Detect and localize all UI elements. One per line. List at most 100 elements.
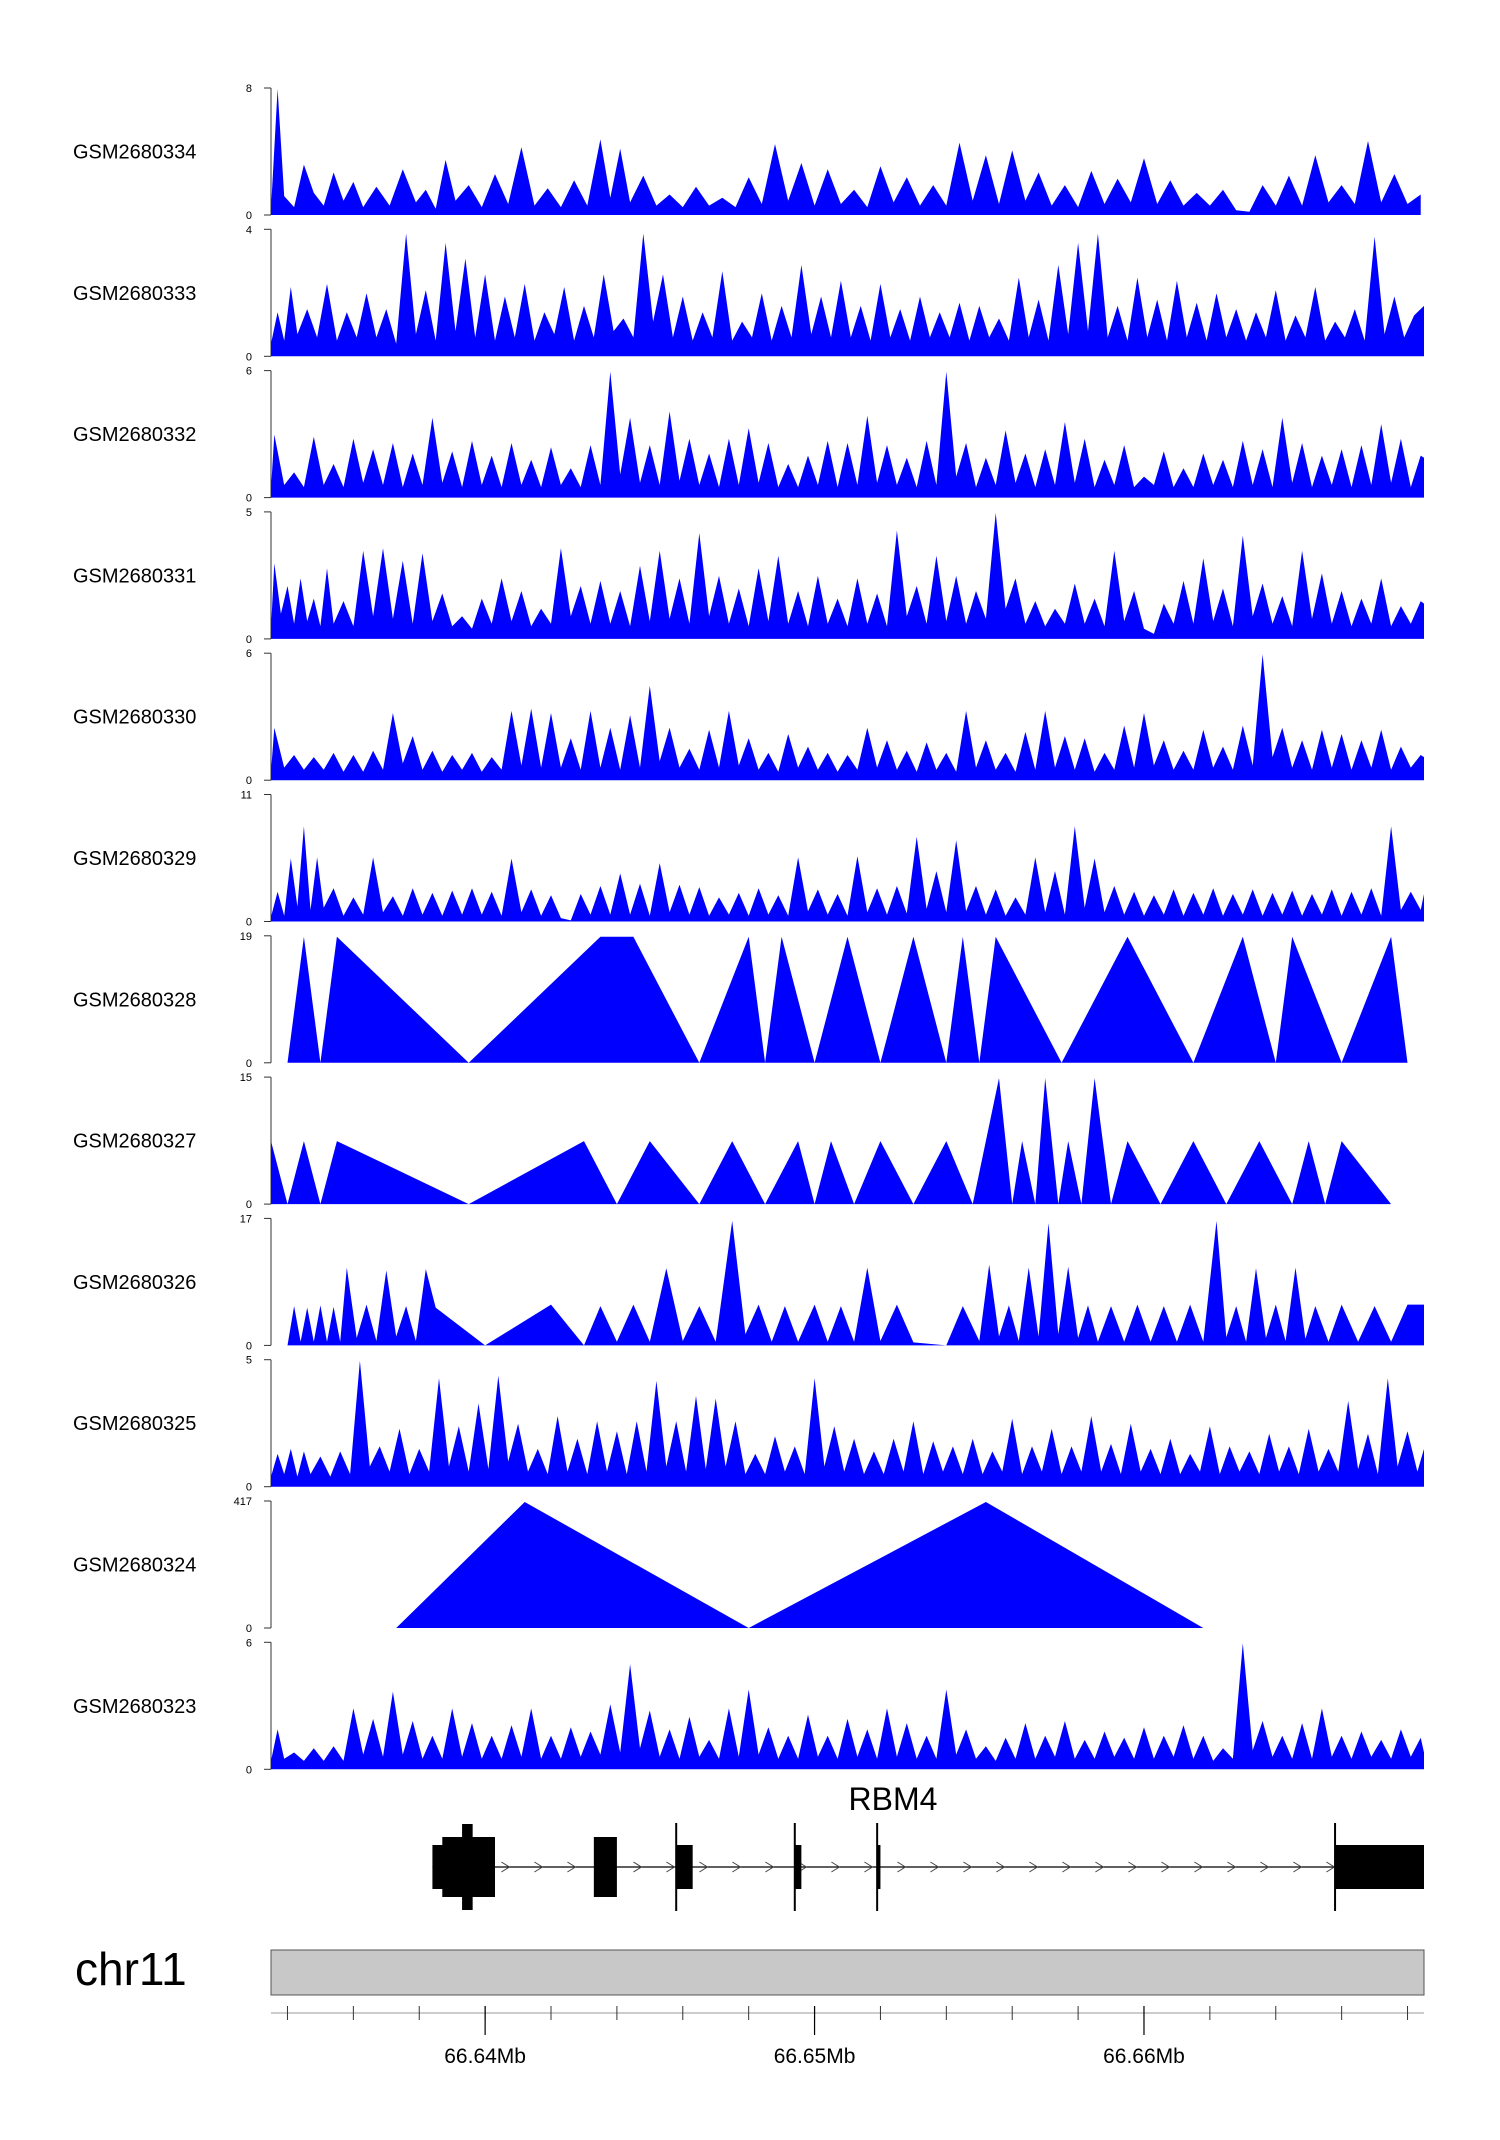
- track-label: GSM2680331: [73, 565, 196, 587]
- track-y-max-label: 417: [234, 1496, 252, 1508]
- strand-arrow: [567, 1861, 577, 1873]
- track-label: GSM2680326: [73, 1272, 196, 1294]
- track-y-max-label: 11: [241, 790, 252, 802]
- strand-arrow: [897, 1861, 907, 1873]
- strand-arrow: [1161, 1861, 1171, 1873]
- strand-arrow: [732, 1861, 742, 1873]
- track-y-min-label: 0: [246, 493, 252, 505]
- track-label: GSM2680329: [73, 848, 196, 870]
- track-gsm2680330: GSM2680330 6 0: [73, 648, 1424, 787]
- track-y-max-label: 4: [246, 224, 252, 236]
- coverage-area: [271, 826, 1424, 922]
- track-gsm2680334: GSM2680334 8 0: [73, 83, 1421, 222]
- strand-arrow: [1128, 1861, 1138, 1873]
- chromosome-track: chr11: [75, 1943, 1425, 1996]
- coverage-area: [287, 936, 1408, 1063]
- track-label: GSM2680324: [73, 1555, 196, 1577]
- coverage-area: [271, 1078, 1392, 1205]
- strand-arrow: [633, 1861, 643, 1873]
- strand-arrow: [864, 1861, 874, 1873]
- track-label: GSM2680333: [73, 283, 196, 305]
- strand-arrow: [699, 1861, 709, 1873]
- strand-arrow: [930, 1861, 940, 1873]
- track-y-min-label: 0: [246, 1340, 252, 1352]
- exon-utr: [1335, 1845, 1424, 1889]
- data-tracks: GSM268033480GSM268033340GSM268033260GSM2…: [73, 83, 1424, 1776]
- track-y-max-label: 5: [246, 507, 252, 519]
- track-y-min-label: 0: [246, 1058, 252, 1070]
- coverage-area: [271, 1643, 1424, 1770]
- track-gsm2680328: GSM2680328 19 0: [73, 931, 1408, 1070]
- track-gsm2680331: GSM2680331 5 0: [73, 507, 1424, 646]
- gene-track: RBM4: [432, 1781, 1424, 1911]
- track-y-max-label: 6: [246, 648, 252, 660]
- track-label: GSM2680330: [73, 707, 196, 729]
- strand-arrow: [765, 1861, 775, 1873]
- genome-axis: 66.64Mb 66.65Mb 66.66Mb: [271, 2006, 1424, 2068]
- track-gsm2680326: GSM2680326 17 0: [73, 1213, 1424, 1352]
- track-y-min-label: 0: [246, 351, 252, 363]
- strand-arrow: [1293, 1861, 1303, 1873]
- axis-tick-label: 66.66Mb: [1103, 2045, 1185, 2068]
- strand-arrow: [963, 1861, 973, 1873]
- track-gsm2680323: GSM2680323 6 0: [73, 1637, 1424, 1776]
- strand-arrow: [1062, 1861, 1072, 1873]
- coverage-area: [271, 233, 1424, 357]
- coverage-area: [287, 1220, 1424, 1346]
- track-y-max-label: 5: [246, 1355, 252, 1367]
- track-y-min-label: 0: [246, 1764, 252, 1776]
- track-label: GSM2680328: [73, 989, 196, 1011]
- coverage-area: [271, 1360, 1424, 1487]
- strand-arrow: [1095, 1861, 1105, 1873]
- strand-arrow: [831, 1861, 841, 1873]
- track-gsm2680329: GSM2680329 11 0: [73, 790, 1424, 929]
- coverage-area: [271, 89, 1421, 215]
- track-y-max-label: 6: [246, 1637, 252, 1649]
- exon-utr: [676, 1845, 693, 1889]
- chromosome-ideogram: [270, 1949, 1425, 1996]
- track-y-min-label: 0: [246, 634, 252, 646]
- axis-tick-label: 66.64Mb: [444, 2045, 526, 2068]
- exon-cds: [593, 1837, 617, 1897]
- exon-utr: [794, 1845, 802, 1889]
- strand-arrow: [1029, 1861, 1039, 1873]
- strand-arrow: [666, 1861, 676, 1873]
- coverage-area: [271, 512, 1424, 639]
- strand-arrow: [501, 1861, 511, 1873]
- track-y-min-label: 0: [246, 917, 252, 929]
- exon-cds: [462, 1824, 473, 1910]
- axis-tick-label: 66.65Mb: [774, 2045, 856, 2068]
- track-label: GSM2680325: [73, 1413, 196, 1435]
- track-y-min-label: 0: [246, 210, 252, 222]
- track-gsm2680333: GSM2680333 4 0: [73, 224, 1424, 363]
- strand-arrow: [1194, 1861, 1204, 1873]
- track-y-max-label: 17: [240, 1213, 252, 1225]
- exon-utr: [877, 1845, 881, 1889]
- track-gsm2680332: GSM2680332 6 0: [73, 366, 1424, 505]
- strand-arrow: [1227, 1861, 1237, 1873]
- track-label: GSM2680327: [73, 1131, 196, 1153]
- strand-arrow: [996, 1861, 1006, 1873]
- track-y-max-label: 19: [240, 931, 252, 943]
- track-y-max-label: 15: [240, 1072, 252, 1084]
- coverage-area: [271, 371, 1424, 498]
- track-y-min-label: 0: [246, 1623, 252, 1635]
- chromosome-label: chr11: [75, 1943, 187, 1995]
- coverage-area: [396, 1502, 1204, 1628]
- track-y-min-label: 0: [246, 1199, 252, 1211]
- track-y-max-label: 8: [246, 83, 252, 95]
- track-y-min-label: 0: [246, 1482, 252, 1494]
- track-y-max-label: 6: [246, 366, 252, 378]
- track-label: GSM2680323: [73, 1696, 196, 1718]
- track-gsm2680327: GSM2680327 15 0: [73, 1072, 1392, 1211]
- track-label: GSM2680334: [73, 142, 196, 164]
- track-gsm2680325: GSM2680325 5 0: [73, 1355, 1424, 1494]
- coverage-area: [271, 654, 1424, 781]
- track-gsm2680324: GSM2680324 417 0: [73, 1496, 1204, 1635]
- gene-label-rbm4: RBM4: [849, 1781, 938, 1817]
- track-y-min-label: 0: [246, 775, 252, 787]
- strand-arrow: [534, 1861, 544, 1873]
- strand-arrow: [1260, 1861, 1270, 1873]
- track-label: GSM2680332: [73, 424, 196, 446]
